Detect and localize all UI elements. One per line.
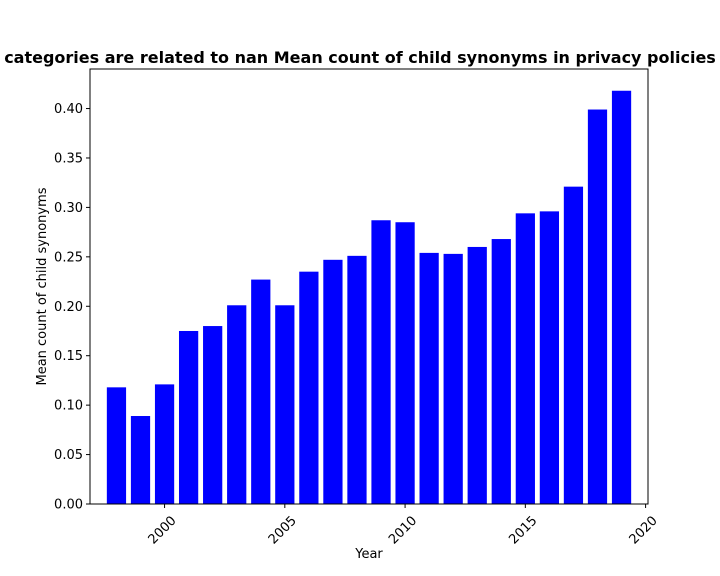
y-tick-label-0.25: 0.25 <box>54 250 83 265</box>
bar-2014 <box>491 239 511 505</box>
bar-2010 <box>395 222 415 505</box>
bar-2002 <box>203 326 223 504</box>
bar-1998 <box>106 387 127 504</box>
bar-2015 <box>515 213 535 504</box>
x-tick-label-2010: 2010 <box>386 513 420 547</box>
y-axis-label: Mean count of child synonyms <box>35 187 50 385</box>
bar-2013 <box>467 246 487 504</box>
bar-2008 <box>347 255 367 504</box>
y-tick-label-0.30: 0.30 <box>54 201 83 216</box>
bar-2007 <box>323 259 343 504</box>
bars-group <box>106 90 632 505</box>
bar-2004 <box>251 279 271 504</box>
y-axis: 0.00 0.05 0.10 0.15 0.20 0.25 0.30 0.35 0.40 <box>54 102 90 513</box>
bar-2018 <box>587 109 608 504</box>
y-tick-label-0.05: 0.05 <box>54 448 83 463</box>
bar-2003 <box>227 305 247 504</box>
y-tick-label-0.10: 0.10 <box>54 399 83 414</box>
y-tick-label-0.00: 0.00 <box>54 498 83 513</box>
x-axis: 2000 2005 2010 2015 2020 <box>146 504 661 547</box>
y-tick-label-0.20: 0.20 <box>54 300 83 315</box>
x-tick-label-2000: 2000 <box>146 513 180 547</box>
x-tick-label-2015: 2015 <box>506 513 540 547</box>
y-tick-label-0.40: 0.40 <box>54 102 83 117</box>
bar-2012 <box>443 253 463 504</box>
x-tick-label-2020: 2020 <box>627 513 661 547</box>
bar-2009 <box>371 220 391 504</box>
x-axis-label: Year <box>354 547 383 562</box>
y-tick-label-0.35: 0.35 <box>54 151 83 166</box>
x-tick-label-2005: 2005 <box>266 513 300 547</box>
bar-2005 <box>275 305 295 504</box>
bar-2017 <box>563 186 584 504</box>
bar-2001 <box>178 330 199 504</box>
plot-frame <box>89 68 649 505</box>
bar-2000 <box>154 384 175 505</box>
chart-title: categories are related to nan Mean count… <box>4 48 716 67</box>
bar-2011 <box>419 252 439 504</box>
bar-2006 <box>299 271 319 504</box>
bar-2016 <box>539 211 560 505</box>
y-tick-label-0.15: 0.15 <box>54 349 83 364</box>
bar-2019 <box>611 90 632 504</box>
bar-1999 <box>130 416 151 504</box>
